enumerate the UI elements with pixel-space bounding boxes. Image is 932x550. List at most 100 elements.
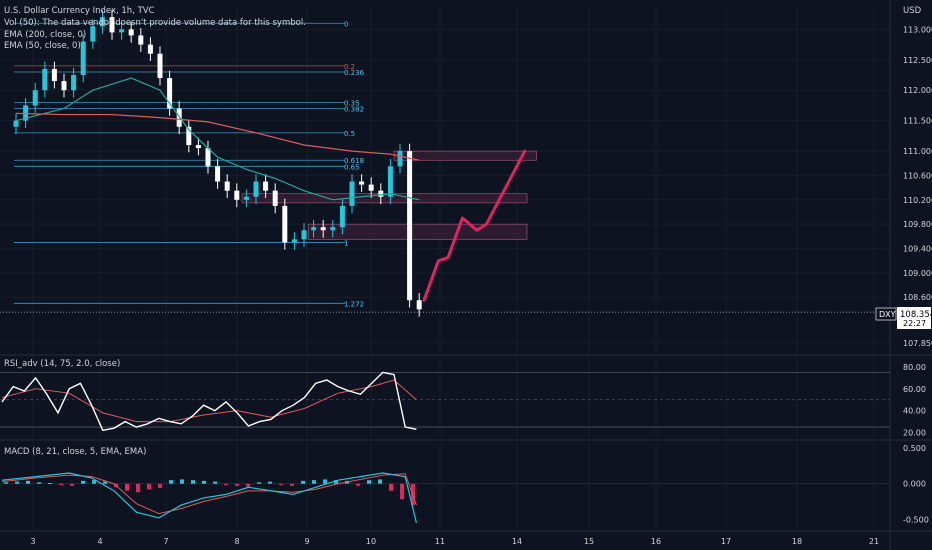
candle-body[interactable] bbox=[167, 78, 173, 109]
x-tick-label: 17 bbox=[721, 537, 731, 546]
candle-body[interactable] bbox=[99, 17, 105, 27]
candle-body[interactable] bbox=[320, 227, 326, 231]
candle-body[interactable] bbox=[378, 190, 384, 197]
candle-body[interactable] bbox=[119, 29, 125, 33]
candle-body[interactable] bbox=[90, 26, 96, 42]
candle-body[interactable] bbox=[147, 44, 153, 54]
rsi-tick-label: 80.00 bbox=[903, 363, 926, 372]
macd-tick-label: 0.000 bbox=[903, 480, 926, 489]
candle-body[interactable] bbox=[157, 53, 163, 79]
x-tick-label: 15 bbox=[584, 537, 594, 546]
candle-body[interactable] bbox=[71, 75, 77, 91]
macd-title: MACD (8, 21, close, 5, EMA, EMA) bbox=[4, 447, 146, 457]
candle-body[interactable] bbox=[138, 35, 144, 45]
rsi-tick-label: 40.00 bbox=[903, 407, 926, 416]
macd-histogram-bar bbox=[323, 479, 327, 484]
x-tick-label: 16 bbox=[651, 537, 661, 546]
ema50-label[interactable]: EMA (50, close, 0) bbox=[4, 41, 81, 51]
macd-histogram-bar bbox=[125, 483, 129, 491]
symbol-title: U.S. Dollar Currency Index, 1h, TVC bbox=[4, 6, 155, 16]
candle-body[interactable] bbox=[80, 41, 86, 76]
candle-body[interactable] bbox=[339, 205, 345, 228]
candle-body[interactable] bbox=[330, 227, 336, 231]
candle-body[interactable] bbox=[243, 196, 249, 200]
candle-body[interactable] bbox=[407, 151, 413, 301]
price-tick-label: 111.000 bbox=[903, 147, 932, 156]
macd-pane[interactable]: MACD (8, 21, close, 5, EMA, EMA) bbox=[0, 447, 890, 524]
candle-body[interactable] bbox=[13, 120, 19, 127]
fib-level-label: 0.236 bbox=[344, 69, 365, 77]
macd-histogram-bar bbox=[26, 480, 30, 484]
candle-body[interactable] bbox=[368, 184, 374, 191]
candle-body[interactable] bbox=[291, 239, 297, 243]
candle-body[interactable] bbox=[205, 148, 211, 167]
candle-body[interactable] bbox=[224, 181, 230, 191]
candle-body[interactable] bbox=[253, 181, 259, 197]
candle-body[interactable] bbox=[42, 68, 48, 91]
macd-histogram-bar bbox=[334, 480, 338, 484]
candle-body[interactable] bbox=[282, 205, 288, 243]
candle-body[interactable] bbox=[387, 166, 393, 197]
candle-body[interactable] bbox=[349, 181, 355, 206]
macd-histogram-bar bbox=[235, 483, 239, 486]
rsi-tick-label: 60.00 bbox=[903, 385, 926, 394]
macd-tick-label: 0.500 bbox=[903, 444, 926, 453]
candle-body[interactable] bbox=[61, 81, 67, 91]
x-tick-label: 11 bbox=[435, 537, 445, 546]
price-tick-label: 109.800 bbox=[903, 220, 932, 229]
axes: 3 4 7 8 9 10 11 14 15 16 17 18 21 113.000 112.500 112.0… bbox=[30, 25, 932, 546]
x-tick-label: 10 bbox=[366, 537, 376, 546]
macd-histogram-bar bbox=[180, 479, 184, 484]
x-tick-label: 14 bbox=[512, 537, 522, 546]
ema200-label[interactable]: EMA (200, close, 0) bbox=[4, 30, 86, 40]
candle-body[interactable] bbox=[272, 190, 278, 206]
price-tick-label: 109.000 bbox=[903, 269, 932, 278]
macd-histogram-bar bbox=[59, 483, 63, 486]
macd-histogram-bar bbox=[37, 482, 41, 484]
macd-histogram-bar bbox=[268, 481, 272, 484]
price-tick-label: 109.400 bbox=[903, 245, 932, 254]
macd-histogram-bar bbox=[367, 480, 371, 484]
ema50-line bbox=[15, 77, 420, 201]
candle-body[interactable] bbox=[186, 126, 192, 146]
candle-body[interactable] bbox=[311, 227, 317, 231]
candle-body[interactable] bbox=[416, 300, 422, 310]
candle-body[interactable] bbox=[32, 90, 38, 106]
candle-body[interactable] bbox=[234, 190, 240, 200]
supply-demand-zone[interactable] bbox=[241, 193, 528, 204]
projection-path[interactable] bbox=[422, 149, 527, 302]
price-tick-label: 113.000 bbox=[903, 25, 932, 34]
price-tick-label: 107.850 bbox=[903, 339, 932, 348]
candle-body[interactable] bbox=[128, 29, 134, 36]
candle-body[interactable] bbox=[195, 145, 201, 149]
x-tick-label: 7 bbox=[163, 537, 168, 546]
ema200-line bbox=[15, 112, 420, 161]
macd-histogram-bar bbox=[378, 479, 382, 484]
currency-label: USD bbox=[903, 6, 922, 16]
macd-histogram-bar bbox=[136, 483, 140, 493]
supply-demand-zone[interactable] bbox=[393, 150, 537, 161]
macd-tick-label: -0.500 bbox=[903, 515, 929, 524]
candle-body[interactable] bbox=[109, 17, 115, 33]
candle-body[interactable] bbox=[359, 181, 365, 185]
x-tick-label: 8 bbox=[234, 537, 239, 546]
fib-level-label: 0.382 bbox=[344, 105, 364, 113]
macd-histogram-bar bbox=[48, 483, 52, 485]
price-tick-label: 110.600 bbox=[903, 171, 932, 180]
fib-level-label: 0.2 bbox=[344, 63, 355, 71]
candle-body[interactable] bbox=[301, 230, 307, 240]
macd-histogram-bar bbox=[202, 480, 206, 484]
macd-signal-line bbox=[1, 473, 417, 515]
price-tick-label: 112.500 bbox=[903, 56, 932, 65]
fib-level-label: 1.272 bbox=[344, 300, 364, 308]
candle-body[interactable] bbox=[397, 151, 403, 167]
candle-body[interactable] bbox=[215, 166, 221, 182]
macd-histogram-bar bbox=[92, 480, 96, 484]
candle-body[interactable] bbox=[51, 68, 57, 82]
rsi-pane[interactable]: RSI_adv (14, 75, 2.0, close) bbox=[0, 359, 890, 432]
macd-histogram-bar bbox=[191, 480, 195, 484]
candle-body[interactable] bbox=[263, 181, 269, 191]
